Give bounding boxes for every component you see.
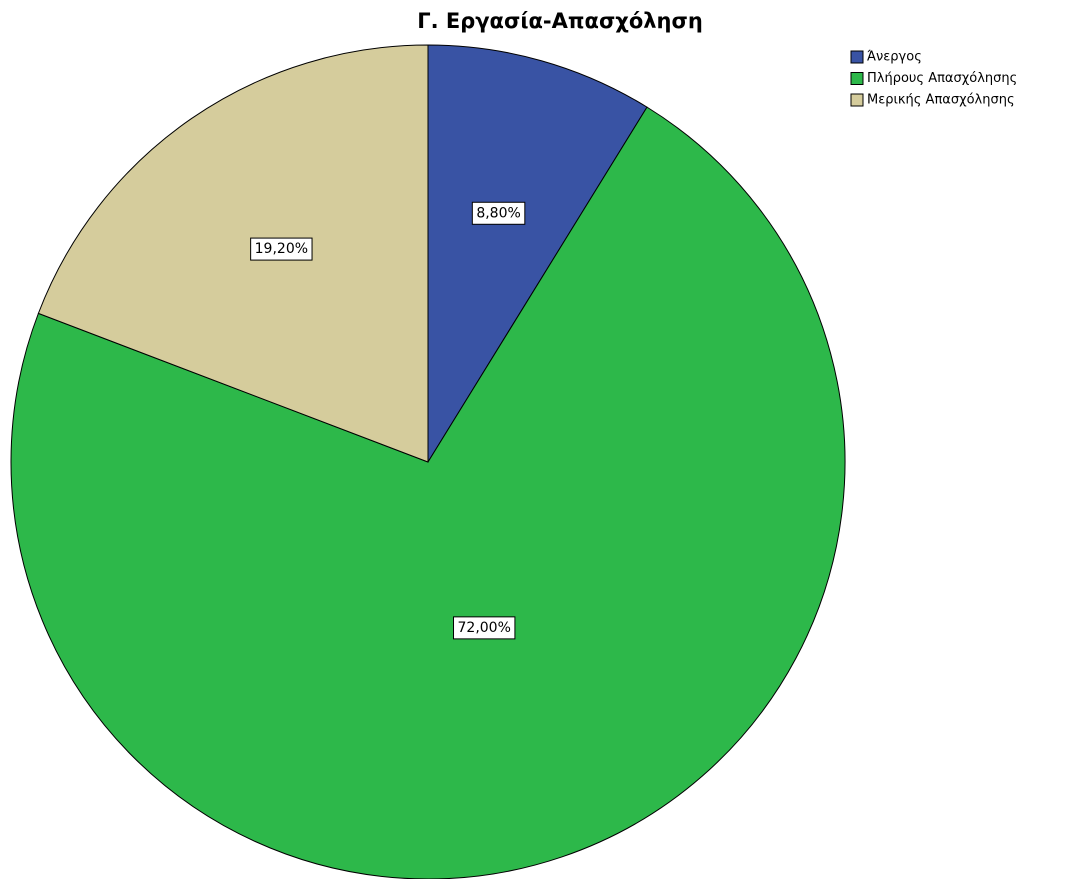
value-label: 19,20% <box>250 237 313 261</box>
pie-slice <box>10 106 846 879</box>
legend-label: Μερικής Απασχόλησης <box>867 93 1015 108</box>
value-label-box <box>453 616 516 640</box>
legend-swatch <box>850 93 864 107</box>
value-label: 8,80% <box>471 201 526 225</box>
value-label-box <box>250 237 313 261</box>
value-label-text: 72,00% <box>458 620 511 636</box>
legend-swatch <box>850 72 864 85</box>
legend-label: Άνεργος <box>867 50 922 65</box>
value-label-text: 8,80% <box>476 205 520 221</box>
pie-slice <box>427 44 648 464</box>
value-label-box <box>471 201 526 225</box>
value-label-text: 19,20% <box>255 241 308 257</box>
legend-swatch <box>850 50 864 64</box>
legend-label: Πλήρους Απασχόλησης <box>867 71 1017 86</box>
value-label: 72,00% <box>453 616 516 640</box>
chart-title: Γ. Εργασία-Απασχόληση <box>417 9 703 33</box>
pie-slice <box>37 44 429 463</box>
